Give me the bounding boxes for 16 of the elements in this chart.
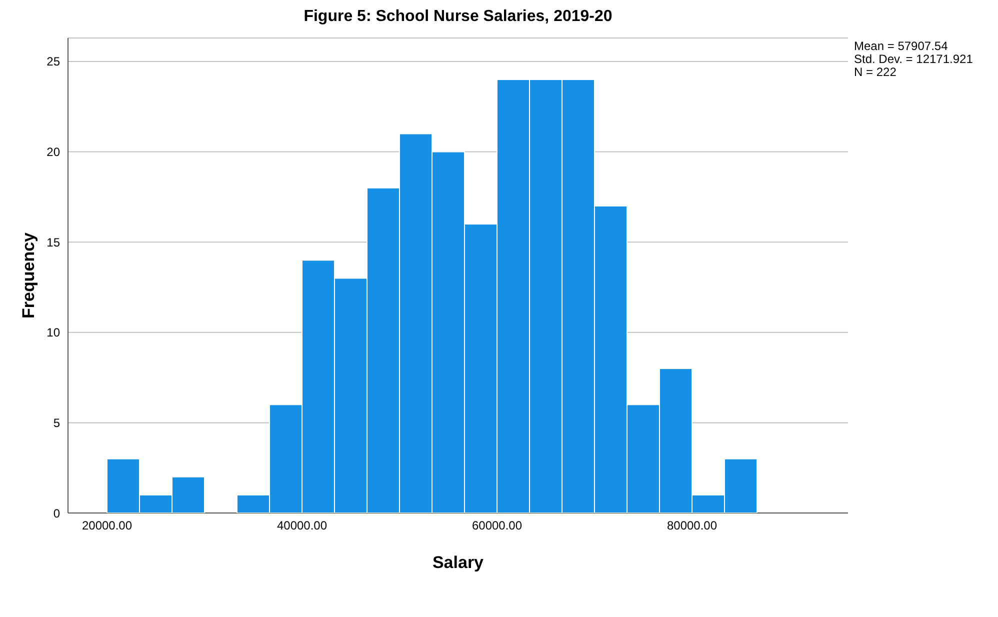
x-tick-label: 80000.00 [666, 518, 718, 533]
text: Mean = 57907.54 [854, 39, 949, 53]
y-tick-label: 20 [46, 145, 60, 160]
y-axis-title: Frequency [19, 232, 38, 318]
x-tick-label: 60000.00 [472, 518, 522, 533]
text: Std. Dev. = 12171.921 [854, 52, 973, 66]
x-tick-label: 40000.00 [276, 518, 328, 533]
y-tick-label: 0 [53, 506, 60, 520]
y-tick-label: 10 [46, 326, 60, 340]
text: N = 222 [854, 65, 898, 79]
y-tick-label: 5 [53, 416, 60, 430]
x-axis-title: Salary [432, 553, 484, 572]
chart-title: Figure 5: School Nurse Salaries, 2019-20 [302, 8, 614, 26]
x-tick-label: 20000.00 [82, 518, 132, 533]
y-tick-label: 15 [46, 235, 60, 250]
y-tick-label: 25 [46, 54, 60, 69]
